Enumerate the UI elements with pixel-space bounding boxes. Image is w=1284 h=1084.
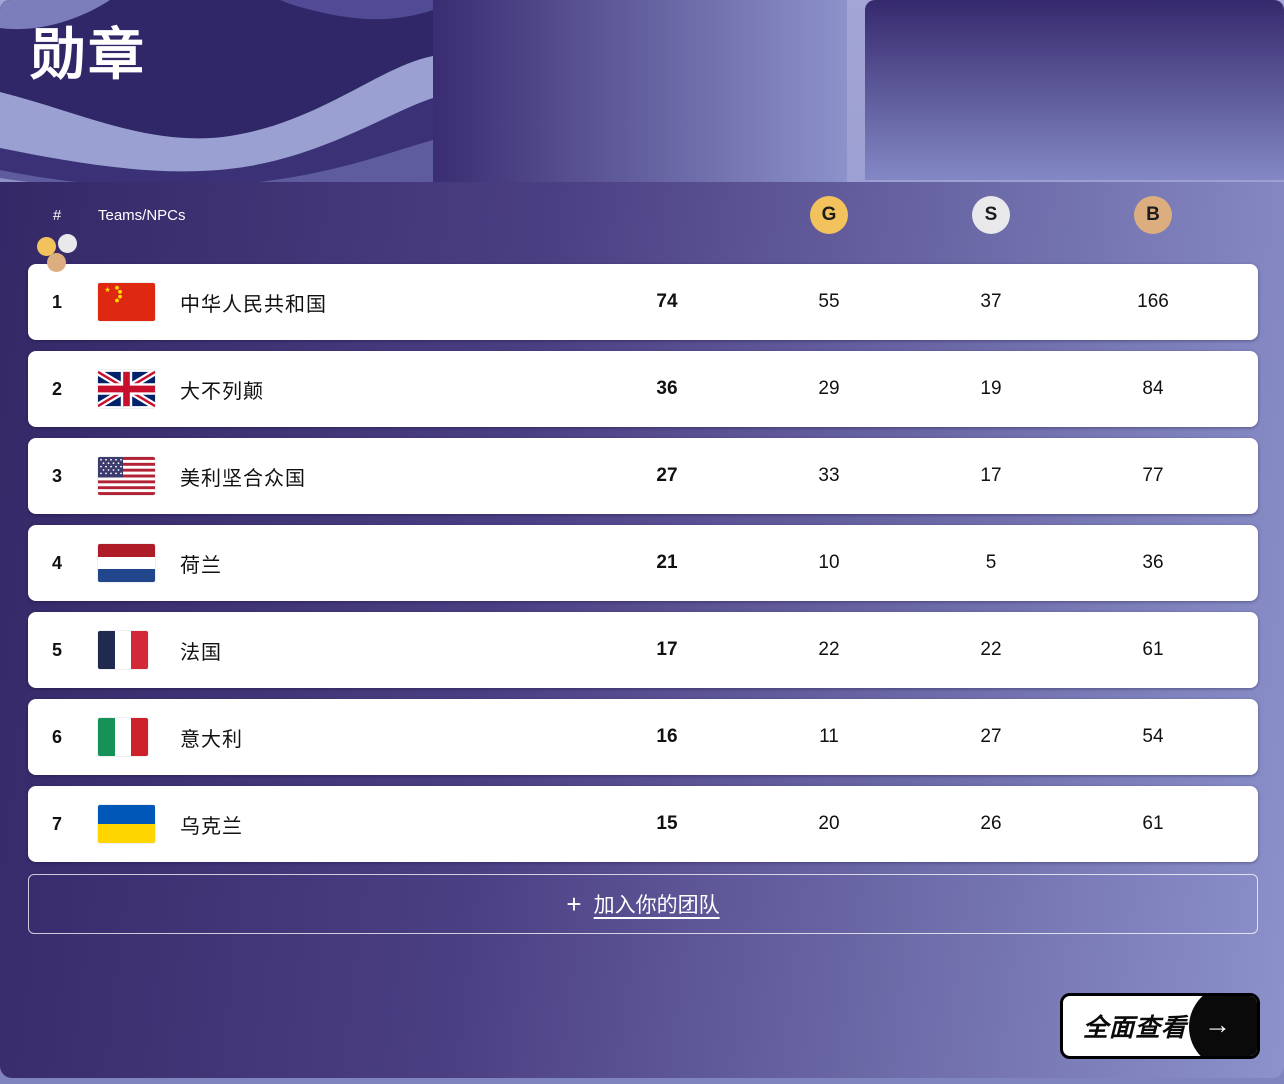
flag-icon-it	[98, 718, 148, 756]
table-row[interactable]: 1 中华人民共和国 74 55 37 166	[28, 264, 1258, 340]
cell-silver: 33	[818, 465, 840, 486]
cell-gold: 17	[656, 639, 678, 660]
cell-gold: 74	[656, 291, 678, 312]
cell-country: 意大利	[180, 728, 243, 751]
wave-pattern-graphic	[0, 0, 433, 182]
cell-total: 61	[1142, 813, 1164, 834]
join-team-button[interactable]: + 加入你的团队	[28, 874, 1258, 934]
cell-total: 36	[1142, 552, 1164, 573]
cell-rank: 2	[51, 378, 62, 399]
cell-bronze: 22	[980, 639, 1002, 660]
cell-gold: 36	[656, 378, 678, 399]
cell-total: 77	[1142, 465, 1164, 486]
flag-icon-ua	[98, 805, 155, 843]
cell-gold: 27	[656, 465, 678, 486]
header-wave-banner: 勋章	[0, 0, 433, 182]
flag-icon-nl	[98, 544, 155, 582]
cluster-gold-dot	[37, 237, 56, 256]
view-all-label: 全面查看	[1083, 1014, 1188, 1042]
cell-rank: 5	[51, 639, 62, 660]
header-side-panel	[865, 0, 1284, 180]
table-header-row: # Teams/NPCs G S B	[28, 196, 1258, 272]
header-gradient-panel	[433, 0, 847, 182]
cell-country: 中华人民共和国	[180, 293, 327, 316]
cell-rank: 3	[51, 465, 62, 486]
table-row[interactable]: 7 乌克兰 15 20 26 61	[28, 786, 1258, 862]
cluster-bronze-dot	[47, 253, 66, 272]
cell-bronze: 17	[980, 465, 1002, 486]
medal-table-card: # Teams/NPCs G S B 1 中华人民共和国 74 55 37 16…	[0, 182, 1284, 1078]
plus-icon: +	[566, 889, 582, 919]
flag-icon-cn	[98, 283, 155, 321]
table-row[interactable]: 6 意大利 16 11 27 54	[28, 699, 1258, 775]
cell-bronze: 27	[980, 726, 1002, 747]
cell-rank: 7	[51, 813, 62, 834]
rank-column-header: #	[52, 206, 62, 224]
cluster-silver-dot	[58, 234, 77, 253]
table-row[interactable]: 4 荷兰 21 10 5 36	[28, 525, 1258, 601]
cell-country: 大不列颠	[180, 380, 264, 403]
cell-gold: 21	[656, 552, 678, 573]
arrow-circle	[1189, 996, 1257, 1056]
page-title: 勋章	[30, 23, 146, 86]
teams-column-header: Teams/NPCs	[98, 206, 186, 224]
cell-silver: 29	[818, 378, 840, 399]
cell-country: 乌克兰	[180, 815, 243, 838]
view-all-button[interactable]: 全面查看 →	[1060, 993, 1260, 1059]
medal-cluster-icon	[37, 234, 77, 272]
table-row[interactable]: 3 美利坚合众国 27 33 17 77	[28, 438, 1258, 514]
cell-bronze: 37	[980, 291, 1002, 312]
cell-rank: 6	[51, 726, 62, 747]
gold-medal-icon: G	[810, 196, 848, 234]
flag-icon-fr	[98, 631, 148, 669]
cell-silver: 10	[818, 552, 840, 573]
cell-bronze: 19	[980, 378, 1002, 399]
cell-silver: 55	[818, 291, 840, 312]
medal-table-body: 1 中华人民共和国 74 55 37 166 2 大不列颠 36 29 19 8…	[28, 264, 1284, 862]
cell-silver: 11	[819, 726, 839, 747]
table-row[interactable]: 2 大不列颠 36 29 19 84	[28, 351, 1258, 427]
cell-country: 美利坚合众国	[180, 467, 306, 490]
right-arrow-icon: →	[1204, 1009, 1231, 1040]
table-row[interactable]: 5 法国 17 22 22 61	[28, 612, 1258, 688]
cell-bronze: 26	[980, 813, 1002, 834]
flag-icon-gb	[98, 370, 155, 408]
cell-total: 84	[1142, 378, 1164, 399]
cell-rank: 4	[51, 552, 62, 573]
bronze-medal-icon: B	[1134, 196, 1172, 234]
cell-silver: 20	[818, 813, 840, 834]
silver-medal-icon: S	[972, 196, 1010, 234]
cell-gold: 16	[656, 726, 678, 747]
flag-icon-us	[98, 457, 155, 495]
cell-total: 166	[1137, 291, 1169, 312]
cell-total: 61	[1142, 639, 1164, 660]
cell-rank: 1	[51, 291, 62, 312]
cell-country: 法国	[180, 641, 222, 664]
cell-gold: 15	[656, 813, 678, 834]
cell-country: 荷兰	[180, 554, 222, 577]
cell-silver: 22	[818, 639, 840, 660]
cell-total: 54	[1142, 726, 1164, 747]
cell-bronze: 5	[985, 552, 997, 573]
join-team-label: 加入你的团队	[593, 894, 720, 917]
